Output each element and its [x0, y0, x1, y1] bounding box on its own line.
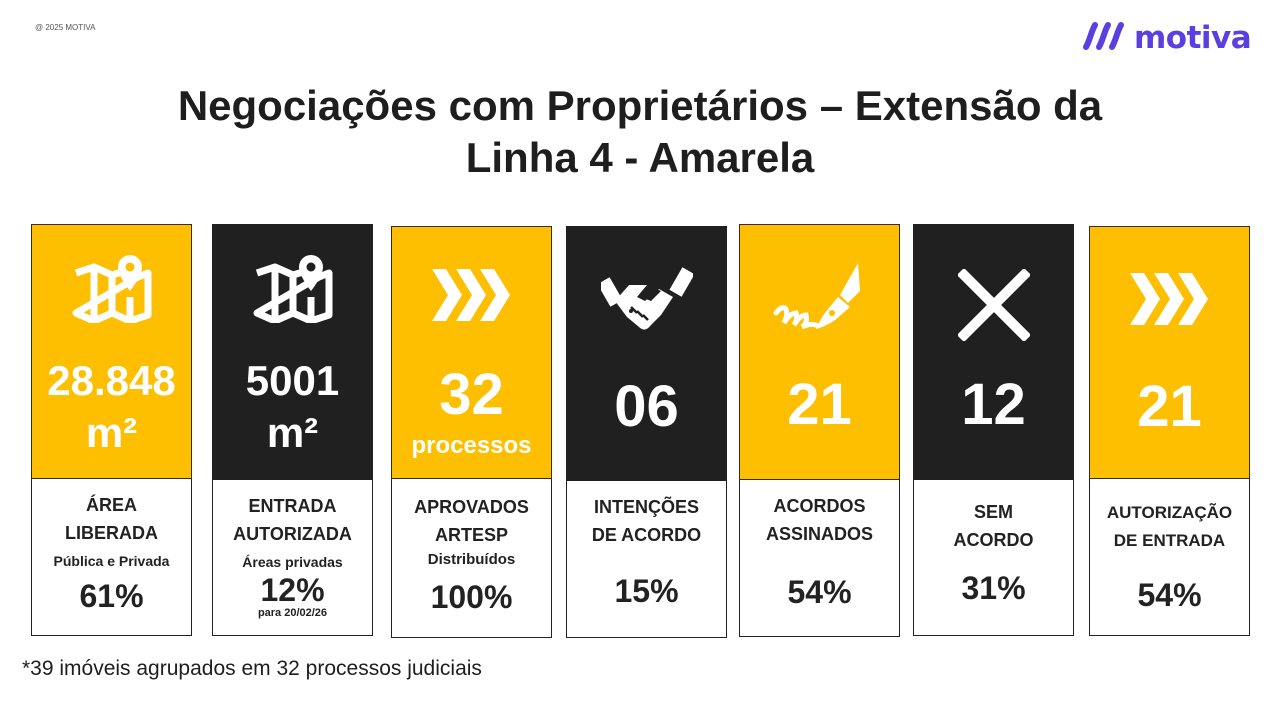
card-bottom: APROVADOS ARTESP Distribuídos 100%: [391, 479, 552, 638]
card-top: 12: [913, 224, 1074, 480]
card-bottom: ACORDOS ASSINADOS 54%: [739, 480, 900, 637]
triple-chevron-icon: [392, 269, 551, 321]
card-value: 06: [614, 374, 679, 439]
card-area-liberada: 28.848 m² ÁREA LIBERADA Pública e Privad…: [31, 224, 192, 636]
card-value: 28.848 m²: [47, 357, 176, 456]
card-value: 21: [1137, 374, 1202, 439]
map-pin-icon: [32, 253, 191, 323]
card-autorizacao-entrada: 21 AUTORIZAÇÃO DE ENTRADA 54%: [1089, 226, 1250, 636]
motiva-logo-mark-icon: [1082, 20, 1128, 57]
card-percent: 15%: [614, 573, 679, 609]
card-percent: 100%: [430, 579, 513, 615]
card-bottom: INTENÇÕES DE ACORDO 15%: [566, 481, 727, 638]
card-bottom: SEM ACORDO 31%: [913, 480, 1074, 636]
card-percent: 31%: [961, 570, 1026, 606]
signature-pen-icon: [740, 261, 899, 337]
card-sem-acordo: 12 SEM ACORDO 31%: [913, 224, 1074, 636]
card-percent: 54%: [1137, 577, 1202, 613]
card-entrada-autorizada: 5001 m² ENTRADA AUTORIZADA Áreas privada…: [212, 224, 373, 636]
card-top: 21: [739, 224, 900, 480]
motiva-logo: motiva: [1082, 18, 1252, 58]
card-aprovados-artesp: 32 processos APROVADOS ARTESP Distribuíd…: [391, 226, 552, 638]
card-value-unit: processos: [411, 432, 532, 459]
card-value: 21: [787, 372, 852, 437]
card-value: 5001 m²: [245, 357, 340, 456]
card-intencoes-acordo: 06 INTENÇÕES DE ACORDO 15%: [566, 226, 727, 638]
card-percent: 54%: [787, 574, 852, 610]
page-title: Negociações com Proprietários – Extensão…: [0, 80, 1280, 184]
copyright-text: @ 2025 MOTIVA: [35, 23, 96, 32]
card-value: 32: [439, 362, 504, 427]
x-icon: [914, 269, 1073, 341]
card-bottom: ÁREA LIBERADA Pública e Privada 61%: [31, 479, 192, 636]
card-percent: 61%: [79, 578, 144, 614]
handshake-icon: [567, 267, 726, 339]
title-line-1: Negociações com Proprietários – Extensão…: [177, 82, 1103, 129]
card-percent: 12%: [260, 572, 325, 608]
card-top: 21: [1089, 226, 1250, 479]
card-bottom: AUTORIZAÇÃO DE ENTRADA 54%: [1089, 479, 1250, 636]
card-top: 06: [566, 226, 727, 481]
card-top: 28.848 m²: [31, 224, 192, 479]
card-note: para 20/02/26: [257, 607, 328, 619]
card-top: 32 processos: [391, 226, 552, 479]
card-value: 12: [961, 372, 1026, 437]
card-acordos-assinados: 21 ACORDOS ASSINADOS 54%: [739, 224, 900, 637]
card-bottom: ENTRADA AUTORIZADA Áreas privadas 12% pa…: [212, 480, 373, 636]
motiva-logo-text: motiva: [1134, 19, 1252, 56]
map-pin-icon: [213, 253, 372, 323]
title-line-2: Linha 4 - Amarela: [465, 134, 815, 181]
card-top: 5001 m²: [212, 224, 373, 480]
footnote: *39 imóveis agrupados em 32 processos ju…: [22, 657, 482, 680]
triple-chevron-icon: [1090, 273, 1249, 325]
